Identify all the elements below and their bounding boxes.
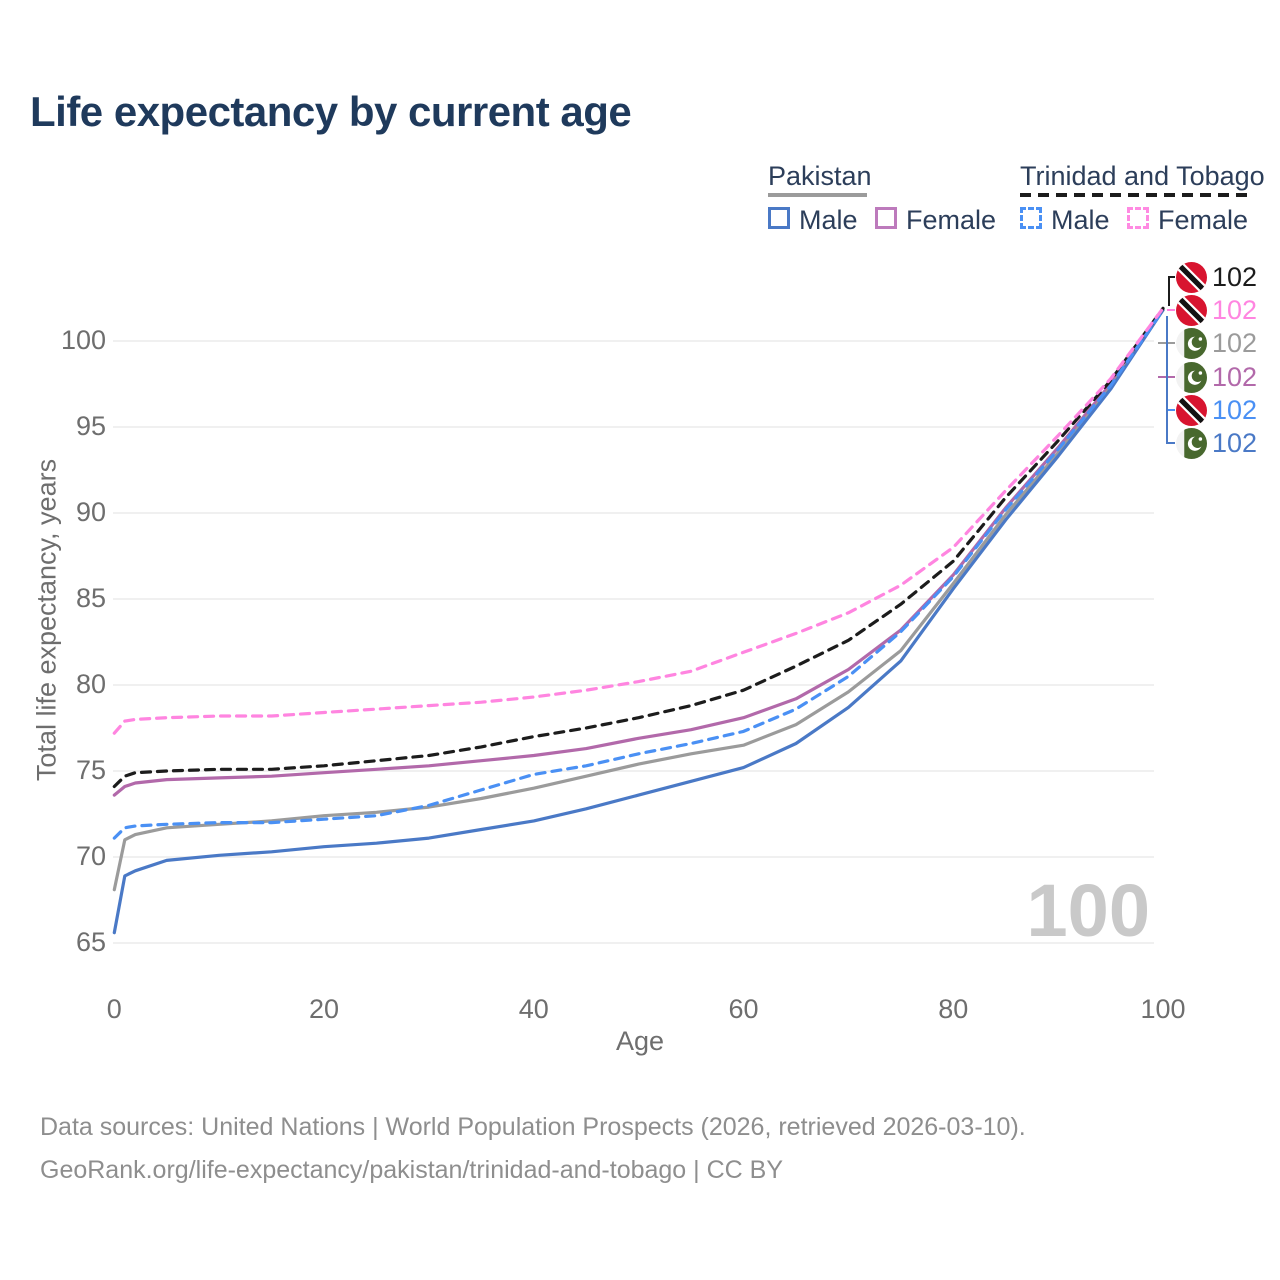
end-value-label: 102 [1212,361,1258,392]
y-tick-75: 75 [75,755,106,785]
pakistan-flag-icon [1176,427,1207,459]
legend-label-trinidad-male[interactable]: Male [1051,205,1110,235]
footer: Data sources: United Nations | World Pop… [40,1106,1026,1192]
legend-swatch-pakistan-male[interactable] [768,207,790,229]
y-tick-90: 90 [75,497,106,527]
pakistan-solid-line-sample [768,193,867,197]
legend-label-pakistan-female[interactable]: Female [906,205,997,235]
series-line-pakistan-all[interactable] [112,308,1165,892]
x-tick-80: 80 [938,994,969,1024]
y-tick-95: 95 [75,411,106,441]
trinidad-and-tobago-flag-icon [1176,294,1207,326]
trinidad-dashed-line-sample [1020,193,1248,197]
series-line-pakistan-male[interactable] [112,308,1165,935]
legend-swatch-pakistan-female[interactable] [875,207,897,229]
source-url[interactable]: GeoRank.org/life-expectancy/pakistan/tri… [40,1156,784,1184]
x-tick-100: 100 [1140,994,1186,1024]
trinidad-and-tobago-flag-icon [1176,261,1207,293]
legend-swatch-trinidad-female[interactable] [1127,207,1149,229]
pakistan-flag-icon [1176,327,1207,359]
data-source-note: Data sources: United Nations | World Pop… [40,1113,1026,1141]
end-value-label: 102 [1212,394,1258,425]
x-tick-60: 60 [728,994,759,1024]
y-tick-85: 85 [75,583,106,613]
legend-group-trinidad: Trinidad and Tobago [1020,161,1265,191]
end-label-row: 102 [1176,361,1257,393]
legend-group-pakistan: Pakistan [768,161,872,191]
page-title: Life expectancy by current age [30,88,632,135]
end-value-label: 102 [1212,327,1258,358]
x-tick-0: 0 [106,994,122,1024]
x-axis-title: Age [615,1026,665,1056]
series-line-trinidad-and-tobago-male[interactable] [112,308,1165,840]
y-tick-65: 65 [75,927,106,957]
age-counter-watermark: 100 [1026,869,1150,952]
series-line-trinidad-and-tobago-all[interactable] [112,306,1165,789]
x-tick-20: 20 [309,994,340,1024]
x-tick-40: 40 [518,994,549,1024]
end-label-row: 102 [1176,327,1257,359]
end-label-row: 102 [1176,294,1257,326]
end-value-label: 102 [1212,294,1258,325]
pakistan-flag-icon [1176,361,1207,393]
series-line-pakistan-female[interactable] [112,308,1165,797]
end-label-row: 102 [1176,394,1257,426]
end-value-label: 102 [1212,427,1258,458]
y-tick-70: 70 [75,841,106,871]
end-value-label: 102 [1212,261,1258,292]
legend-label-trinidad-female[interactable]: Female [1158,205,1249,235]
y-tick-100: 100 [60,325,106,355]
end-label-connector-5 [1166,316,1175,444]
legend-swatch-trinidad-male[interactable] [1020,207,1042,229]
y-tick-80: 80 [75,669,106,699]
end-label-row: 102 [1176,427,1257,459]
end-label-connector-0 [1168,276,1175,306]
end-label-row: 102 [1176,261,1257,293]
series-line-trinidad-and-tobago-female[interactable] [112,306,1165,735]
legend-label-pakistan-male[interactable]: Male [799,205,858,235]
trinidad-and-tobago-flag-icon [1176,394,1207,426]
